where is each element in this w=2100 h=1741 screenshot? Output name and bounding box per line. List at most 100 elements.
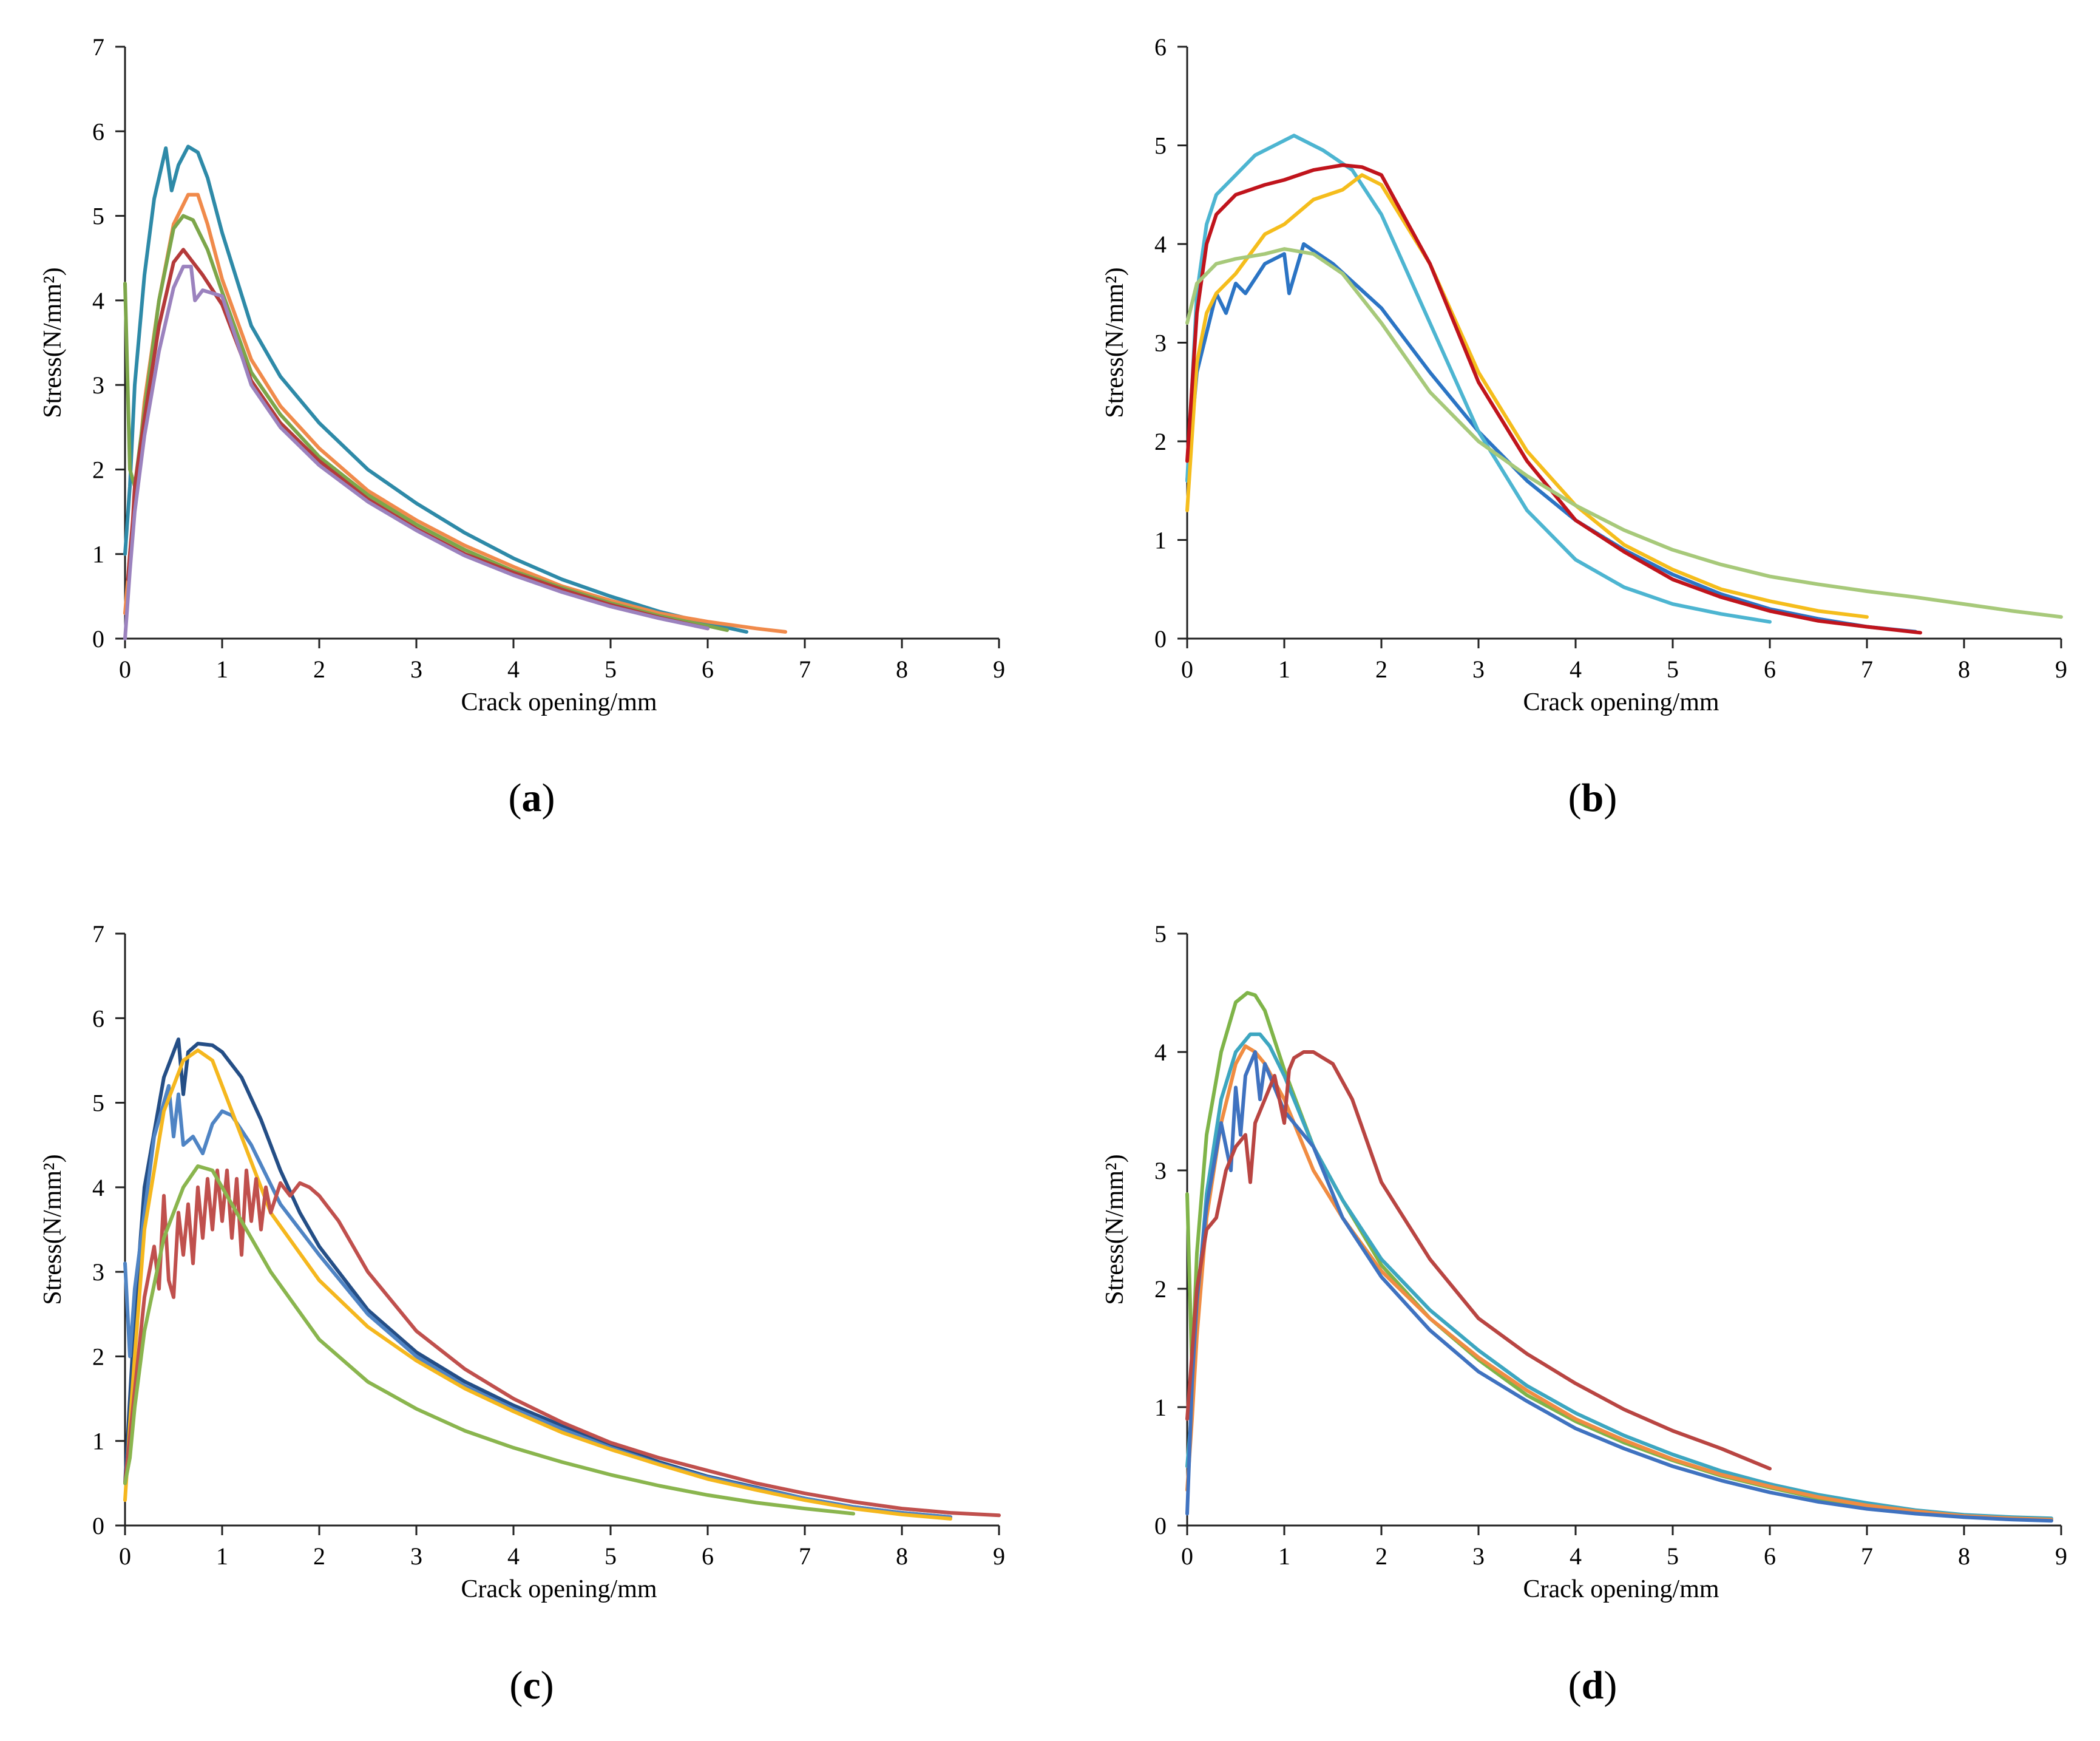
chart-panel-1: 0 1 2 3 4 5 6 7 0 1 2 3 4 5 6 7 8 9 Crack opening/mm Stress… <box>39 33 1005 820</box>
x-tick-label: 1 <box>1278 656 1290 683</box>
y-axis-title: Stress(N/mm²) <box>1101 267 1129 418</box>
series-line-specimen-3 <box>123 1048 952 1521</box>
x-tick-label: 6 <box>702 1542 714 1570</box>
chart-panel-4: 0 1 2 3 4 5 0 1 2 3 4 5 6 7 8 9 Crack opening/mm Stress(N… <box>1101 920 2067 1708</box>
x-tick-label: 6 <box>1764 1542 1776 1570</box>
x-tick-label: 9 <box>2055 656 2067 683</box>
y-tick-label: 3 <box>92 1258 104 1286</box>
x-tick-label: 5 <box>605 1542 617 1570</box>
series-line-specimen-3 <box>1185 173 1869 619</box>
series-line-specimen-5 <box>123 1164 855 1516</box>
x-axis-title: Crack opening/mm <box>1523 1575 1719 1603</box>
y-tick-label: 5 <box>92 203 104 230</box>
x-tick-label: 2 <box>313 656 325 683</box>
x-tick-label: 5 <box>1667 1542 1679 1570</box>
y-tick-label: 0 <box>1154 625 1167 653</box>
y-tick-label: 6 <box>92 118 104 145</box>
series-line-specimen-4 <box>1185 1050 2053 1523</box>
series-line-specimen-3 <box>1185 1044 2053 1522</box>
x-tick-label: 9 <box>993 1542 1005 1570</box>
y-tick-label: 5 <box>1154 920 1167 948</box>
y-tick-label: 1 <box>1154 1394 1167 1421</box>
y-tick-label: 5 <box>1154 132 1167 160</box>
x-tick-label: 7 <box>1861 1542 1873 1570</box>
x-tick-label: 1 <box>216 1542 228 1570</box>
x-tick-label: 6 <box>702 656 714 683</box>
x-tick-label: 0 <box>1181 1542 1193 1570</box>
y-tick-label: 6 <box>92 1005 104 1032</box>
y-tick-label: 6 <box>1154 33 1167 61</box>
x-axis-title: Crack opening/mm <box>461 1575 657 1603</box>
x-tick-label: 3 <box>1472 1542 1485 1570</box>
series-line-specimen-5 <box>1185 1050 1772 1471</box>
series-line-specimen-3 <box>123 214 729 633</box>
y-axis-title: Stress(N/mm²) <box>39 1154 67 1305</box>
series-line-specimen-4 <box>123 1169 1001 1518</box>
y-tick-label: 4 <box>92 287 104 314</box>
x-tick-label: 3 <box>410 1542 422 1570</box>
x-axis-title: Crack opening/mm <box>461 688 657 716</box>
y-tick-label: 3 <box>92 372 104 399</box>
panel-label: (c) <box>509 1663 554 1708</box>
x-tick-label: 8 <box>1958 1542 1970 1570</box>
y-tick-label: 0 <box>92 625 104 653</box>
x-tick-label: 4 <box>1570 656 1582 683</box>
x-tick-label: 5 <box>605 656 617 683</box>
y-tick-label: 4 <box>1154 231 1167 258</box>
x-axis-title: Crack opening/mm <box>1523 688 1719 716</box>
chart-panel-2: 0 1 2 3 4 5 6 0 1 2 3 4 5 6 7 8 9 Crack opening/mm Stress(… <box>1101 33 2067 820</box>
x-tick-label: 8 <box>1958 656 1970 683</box>
x-tick-label: 3 <box>410 656 422 683</box>
x-tick-label: 0 <box>1181 656 1193 683</box>
x-tick-label: 7 <box>799 1542 811 1570</box>
x-tick-label: 9 <box>993 656 1005 683</box>
y-axis-title: Stress(N/mm²) <box>1101 1154 1129 1305</box>
y-tick-label: 2 <box>92 1343 104 1370</box>
y-tick-label: 3 <box>1154 1157 1167 1184</box>
x-tick-label: 7 <box>1861 656 1873 683</box>
series-line-specimen-4 <box>126 248 710 631</box>
x-tick-label: 5 <box>1667 656 1679 683</box>
x-tick-label: 2 <box>313 1542 325 1570</box>
y-tick-label: 1 <box>92 1428 104 1455</box>
x-tick-label: 4 <box>507 656 520 683</box>
series-line-specimen-2 <box>123 192 787 634</box>
x-tick-label: 3 <box>1472 656 1485 683</box>
x-tick-label: 9 <box>2055 1542 2067 1570</box>
x-tick-label: 0 <box>119 1542 131 1570</box>
series-line-specimen-1 <box>1185 991 2053 1522</box>
x-tick-label: 1 <box>216 656 228 683</box>
y-tick-label: 2 <box>92 456 104 483</box>
x-tick-label: 6 <box>1764 656 1776 683</box>
y-tick-label: 4 <box>92 1174 104 1201</box>
series-line-specimen-1 <box>1185 242 1917 634</box>
y-tick-label: 1 <box>92 541 104 568</box>
y-tick-label: 3 <box>1154 330 1167 357</box>
series-line-specimen-4 <box>1185 163 1922 635</box>
x-tick-label: 8 <box>896 1542 908 1570</box>
y-axis-title: Stress(N/mm²) <box>39 267 67 418</box>
x-tick-label: 1 <box>1278 1542 1290 1570</box>
y-tick-label: 0 <box>92 1512 104 1539</box>
x-tick-label: 2 <box>1375 1542 1387 1570</box>
x-tick-label: 8 <box>896 656 908 683</box>
y-tick-label: 7 <box>92 920 104 948</box>
panel-label: (b) <box>1568 776 1617 820</box>
y-tick-label: 4 <box>1154 1039 1167 1066</box>
x-tick-label: 7 <box>799 656 811 683</box>
x-tick-label: 4 <box>1570 1542 1582 1570</box>
x-tick-label: 0 <box>119 656 131 683</box>
y-tick-label: 7 <box>92 33 104 61</box>
panel-label: (d) <box>1568 1663 1617 1708</box>
y-tick-label: 1 <box>1154 527 1167 554</box>
panel-label: (a) <box>509 776 555 820</box>
chart-panel-3: 0 1 2 3 4 5 6 7 0 1 2 3 4 5 6 7 8 9 Crack opening/mm Stress… <box>39 920 1005 1708</box>
series-line-specimen-5 <box>123 265 710 640</box>
series-line-specimen-2 <box>1185 1032 2053 1521</box>
series-line-specimen-2 <box>1185 134 1772 624</box>
y-tick-label: 2 <box>1154 1275 1167 1303</box>
x-tick-label: 4 <box>507 1542 520 1570</box>
y-tick-label: 5 <box>92 1090 104 1117</box>
